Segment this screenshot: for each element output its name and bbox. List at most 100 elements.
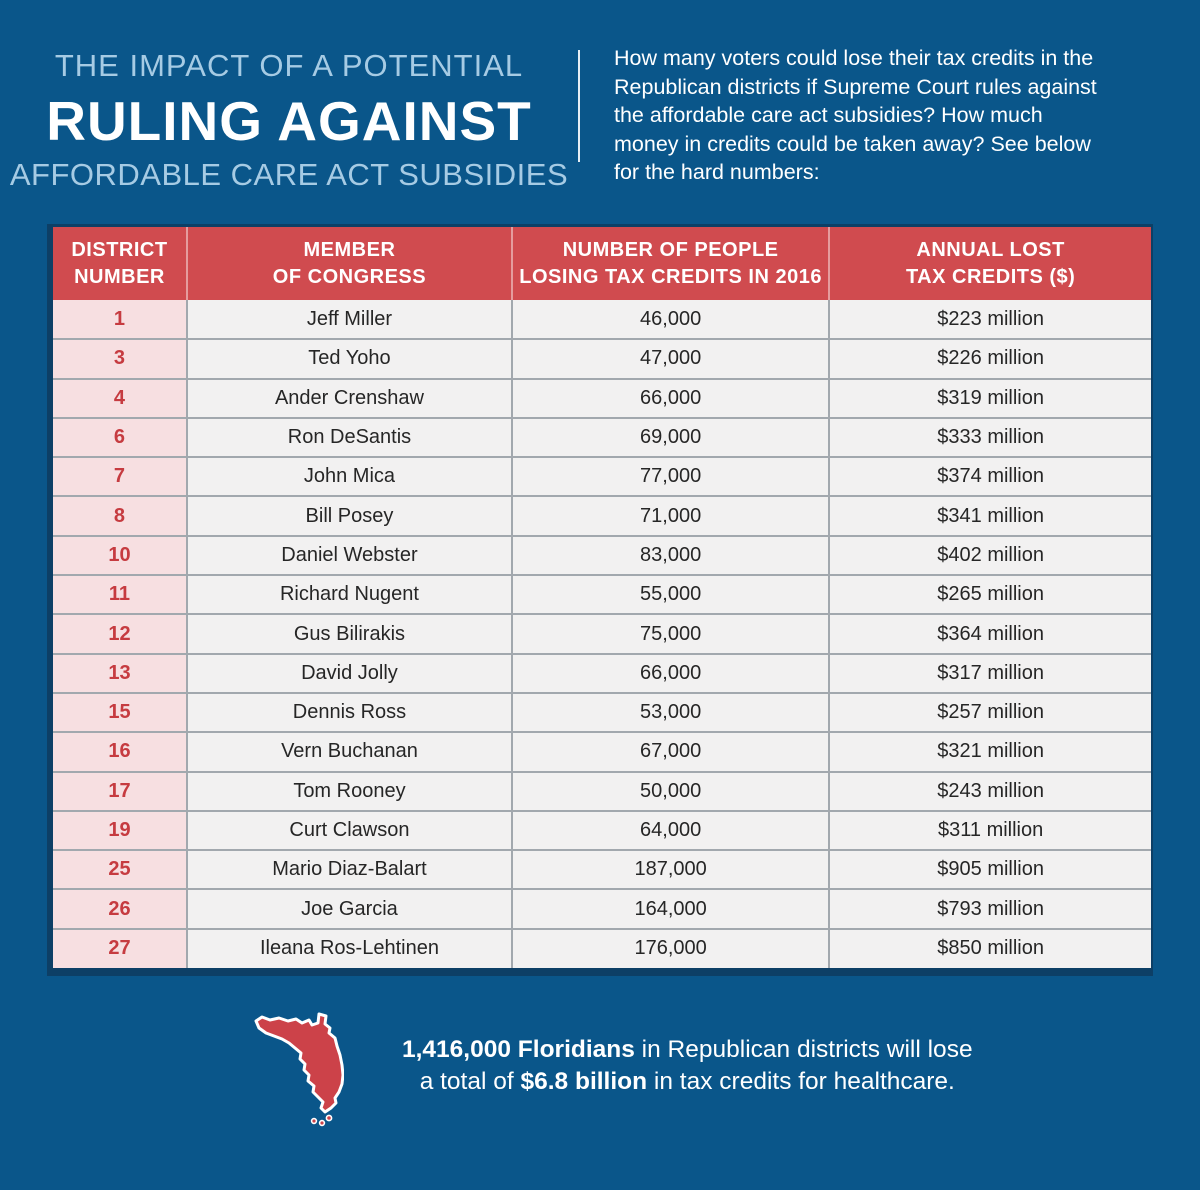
district-cell: 16	[53, 731, 187, 772]
member-cell: Bill Posey	[185, 495, 512, 536]
credits-cell: $321 million	[828, 731, 1151, 772]
table-row: 17 Tom Rooney 50,000 $243 million	[53, 770, 1151, 811]
table-row: 11 Richard Nugent 55,000 $265 million	[53, 574, 1151, 615]
district-cell: 4	[53, 377, 187, 418]
people-cell: 187,000	[510, 849, 830, 890]
col-header-people: NUMBER OF PEOPLE LOSING TAX CREDITS IN 2…	[510, 227, 830, 300]
col-header-credits: ANNUAL LOST TAX CREDITS ($)	[828, 227, 1151, 300]
people-cell: 66,000	[510, 377, 830, 418]
summary-text: 1,416,000 Floridians in Republican distr…	[402, 1034, 973, 1097]
florida-keys-dot	[318, 1119, 326, 1127]
district-cell: 25	[53, 849, 187, 890]
title-line3: AFFORDABLE CARE ACT SUBSIDIES	[9, 157, 569, 192]
table-frame: DISTRICT NUMBER MEMBER OF CONGRESS NUMBE…	[47, 224, 1153, 977]
table-row: 26 Joe Garcia 164,000 $793 million	[53, 888, 1151, 929]
district-cell: 3	[53, 338, 187, 379]
district-cell: 19	[53, 809, 187, 851]
people-cell: 176,000	[510, 927, 830, 969]
district-cell: 10	[53, 534, 187, 576]
summary-line2-pre: a total of	[419, 1067, 521, 1095]
people-cell: 64,000	[510, 809, 830, 851]
table-row: 7 John Mica 77,000 $374 million	[53, 456, 1151, 497]
table-row: 15 Dennis Ross 53,000 $257 million	[53, 691, 1151, 733]
people-cell: 75,000	[510, 613, 830, 654]
florida-keys-dot	[310, 1117, 318, 1125]
member-cell: Jeff Miller	[185, 300, 512, 340]
summary-line1-rest: in Republican districts will lose	[634, 1036, 973, 1064]
credits-cell: $793 million	[828, 888, 1151, 929]
credits-cell: $333 million	[828, 416, 1151, 458]
member-cell: Dennis Ross	[185, 691, 512, 733]
people-cell: 46,000	[510, 300, 830, 340]
table-row: 12 Gus Bilirakis 75,000 $364 million	[53, 613, 1151, 654]
summary-line2-rest: in tax credits for healthcare.	[647, 1067, 955, 1095]
people-cell: 69,000	[510, 416, 830, 458]
title-line2: RULING AGAINST	[46, 90, 532, 152]
member-cell: Gus Bilirakis	[185, 613, 512, 654]
credits-cell: $311 million	[828, 809, 1151, 851]
summary-total-people: 1,416,000 Floridians	[402, 1036, 635, 1064]
table-row: 1 Jeff Miller 46,000 $223 million	[53, 300, 1151, 340]
people-cell: 66,000	[510, 652, 830, 693]
footer: 1,416,000 Floridians in Republican distr…	[252, 1008, 1200, 1130]
title-block: THE IMPACT OF A POTENTIAL RULING AGAINST…	[0, 42, 578, 193]
district-cell: 26	[53, 888, 187, 929]
table-row: 10 Daniel Webster 83,000 $402 million	[53, 534, 1151, 576]
col-header-line: LOSING TAX CREDITS IN 2016	[519, 265, 822, 288]
people-cell: 67,000	[510, 731, 830, 772]
col-header-line: MEMBER	[303, 238, 396, 261]
col-header-line: DISTRICT	[71, 238, 168, 261]
credits-cell: $850 million	[828, 927, 1151, 969]
district-cell: 12	[53, 613, 187, 654]
table-row: 8 Bill Posey 71,000 $341 million	[53, 495, 1151, 536]
member-cell: Vern Buchanan	[185, 731, 512, 772]
credits-cell: $226 million	[828, 338, 1151, 379]
district-cell: 1	[53, 300, 187, 340]
table-row: 3 Ted Yoho 47,000 $226 million	[53, 338, 1151, 379]
credits-cell: $223 million	[828, 300, 1151, 340]
people-cell: 164,000	[510, 888, 830, 929]
member-cell: Daniel Webster	[185, 534, 512, 576]
data-table: DISTRICT NUMBER MEMBER OF CONGRESS NUMBE…	[53, 227, 1151, 969]
member-cell: David Jolly	[185, 652, 512, 693]
district-cell: 6	[53, 416, 187, 458]
people-cell: 83,000	[510, 534, 830, 576]
district-cell: 7	[53, 456, 187, 497]
title-line1: THE IMPACT OF A POTENTIAL	[54, 48, 524, 83]
credits-cell: $364 million	[828, 613, 1151, 654]
summary-total-credits: $6.8 billion	[520, 1067, 648, 1095]
member-cell: Mario Diaz-Balart	[185, 849, 512, 890]
credits-cell: $257 million	[828, 691, 1151, 733]
credits-cell: $905 million	[828, 849, 1151, 890]
people-cell: 53,000	[510, 691, 830, 733]
table-row: 6 Ron DeSantis 69,000 $333 million	[53, 416, 1151, 458]
vertical-divider	[578, 50, 580, 162]
credits-cell: $341 million	[828, 495, 1151, 536]
people-cell: 77,000	[510, 456, 830, 497]
col-header-line: NUMBER	[74, 265, 165, 288]
intro-text: How many voters could lose their tax cre…	[614, 46, 1097, 184]
col-header-line: TAX CREDITS ($)	[905, 265, 1076, 288]
credits-cell: $319 million	[828, 377, 1151, 418]
florida-shape	[254, 1012, 344, 1114]
district-cell: 15	[53, 691, 187, 733]
member-cell: Richard Nugent	[185, 574, 512, 615]
people-cell: 71,000	[510, 495, 830, 536]
col-header-district: DISTRICT NUMBER	[53, 227, 187, 300]
florida-state-icon	[254, 1012, 344, 1127]
member-cell: Ander Crenshaw	[185, 377, 512, 418]
credits-cell: $265 million	[828, 574, 1151, 615]
header: THE IMPACT OF A POTENTIAL RULING AGAINST…	[0, 0, 1200, 193]
table-row: 27 Ileana Ros-Lehtinen 176,000 $850 mill…	[53, 927, 1151, 969]
credits-cell: $374 million	[828, 456, 1151, 497]
district-cell: 11	[53, 574, 187, 615]
district-cell: 13	[53, 652, 187, 693]
people-cell: 55,000	[510, 574, 830, 615]
col-header-line: ANNUAL LOST	[916, 238, 1065, 261]
credits-cell: $317 million	[828, 652, 1151, 693]
table-row: 13 David Jolly 66,000 $317 million	[53, 652, 1151, 693]
member-cell: Ron DeSantis	[185, 416, 512, 458]
member-cell: Ted Yoho	[185, 338, 512, 379]
table-row: 4 Ander Crenshaw 66,000 $319 million	[53, 377, 1151, 418]
